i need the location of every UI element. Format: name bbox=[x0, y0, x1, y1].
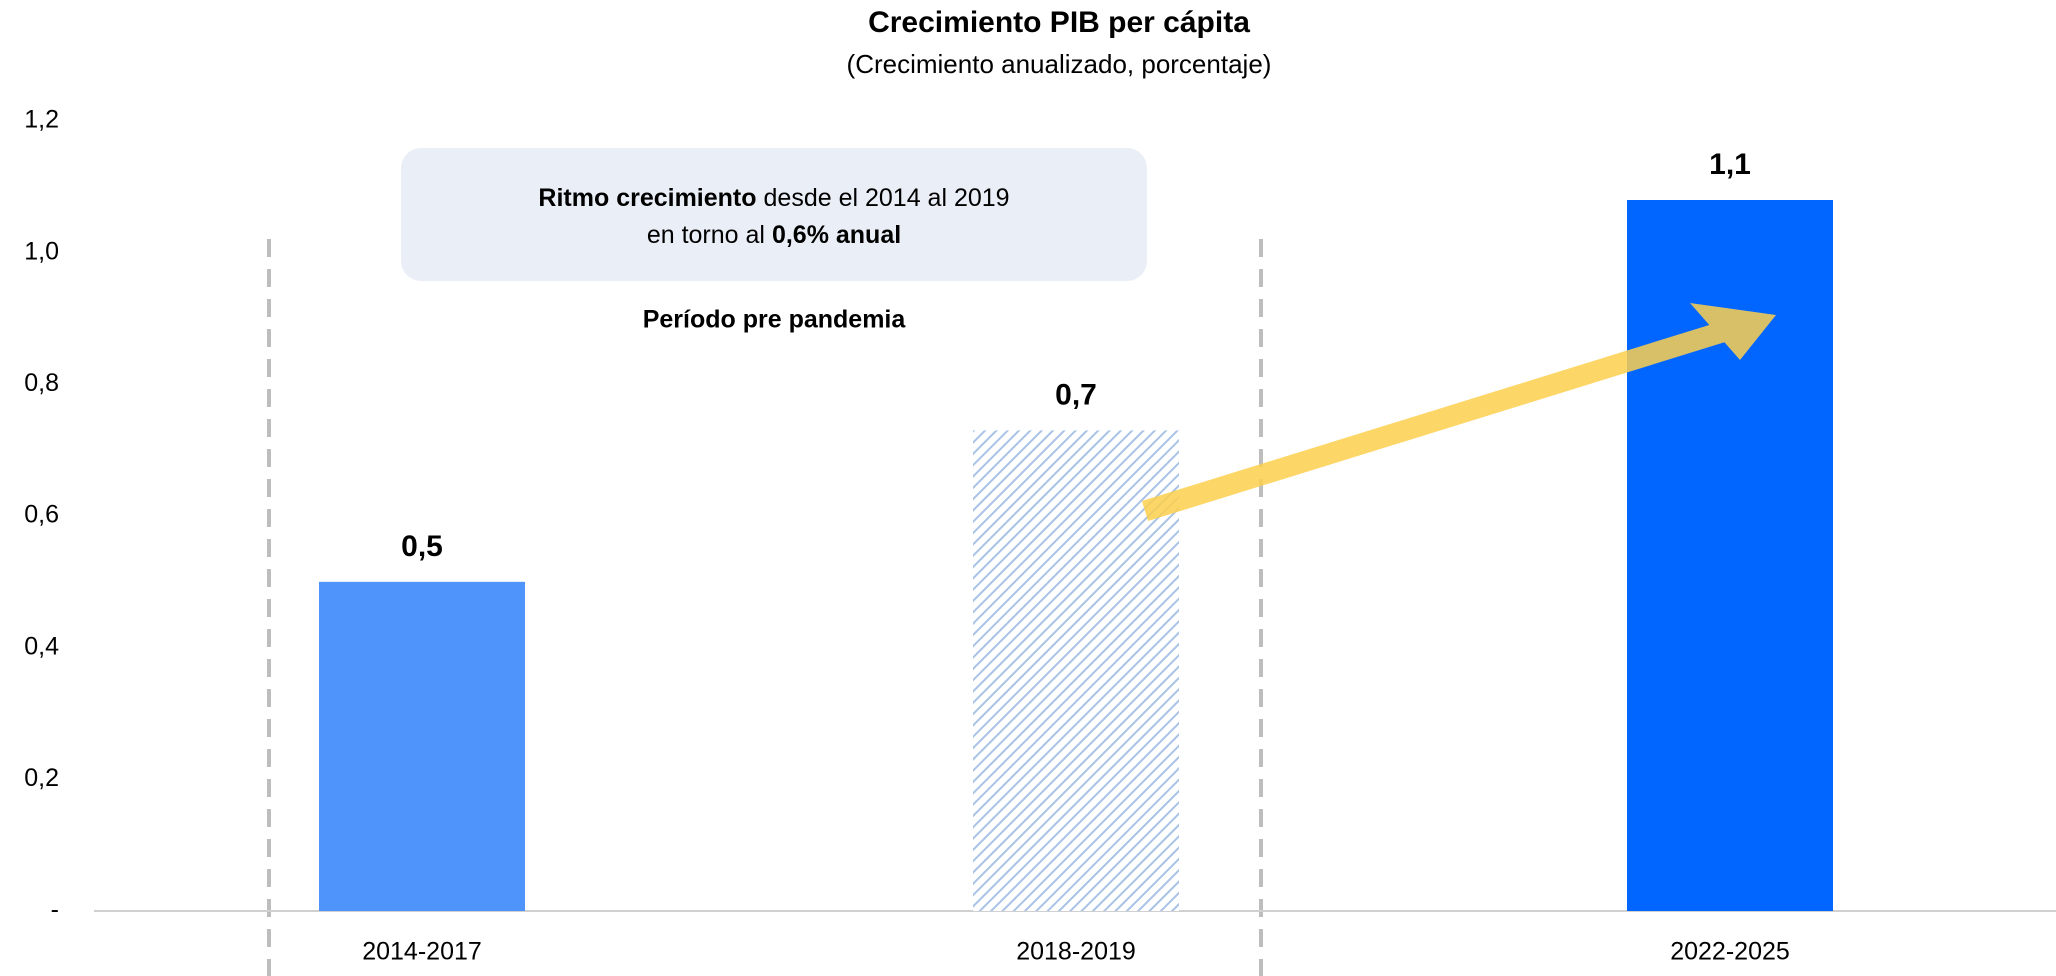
y-tick-label: 1,0 bbox=[24, 237, 59, 265]
arrow bbox=[1141, 303, 1776, 522]
chart-subtitle: (Crecimiento anualizado, porcentaje) bbox=[847, 49, 1272, 79]
annotation-text: en torno al bbox=[647, 221, 765, 249]
arrow-shaft bbox=[1141, 317, 1739, 522]
y-tick-label: 0,4 bbox=[24, 632, 59, 660]
annotation-bold: 0,6% anual bbox=[772, 221, 901, 249]
annotation-text: desde el 2014 al 2019 bbox=[764, 184, 1010, 212]
x-tick-label: 2014-2017 bbox=[362, 938, 482, 966]
annotation-period: Período pre pandemia bbox=[643, 306, 907, 334]
bar bbox=[1627, 200, 1833, 911]
value-label: 0,7 bbox=[1055, 378, 1097, 411]
x-tick-label: 2022-2025 bbox=[1670, 938, 1790, 966]
bar bbox=[973, 430, 1179, 911]
chart-title: Crecimiento PIB per cápita bbox=[868, 6, 1250, 39]
y-tick-label: - bbox=[51, 896, 59, 924]
bars bbox=[319, 200, 1833, 911]
value-label: 1,1 bbox=[1709, 148, 1751, 181]
annotation-line: en torno al 0,6% anual bbox=[647, 221, 901, 249]
y-tick-label: 1,2 bbox=[24, 106, 59, 134]
x-tick-label: 2018-2019 bbox=[1016, 938, 1136, 966]
value-label: 0,5 bbox=[401, 530, 443, 563]
y-tick-label: 0,8 bbox=[24, 369, 59, 397]
annotation-bold: Ritmo crecimiento bbox=[538, 184, 756, 212]
y-tick-label: 0,2 bbox=[24, 764, 59, 792]
arrow-head bbox=[1690, 303, 1776, 360]
y-tick-label: 0,6 bbox=[24, 501, 59, 529]
annotation-line: Ritmo crecimiento desde el 2014 al 2019 bbox=[538, 184, 1009, 212]
bar bbox=[319, 581, 525, 911]
annotation-box bbox=[401, 148, 1147, 281]
